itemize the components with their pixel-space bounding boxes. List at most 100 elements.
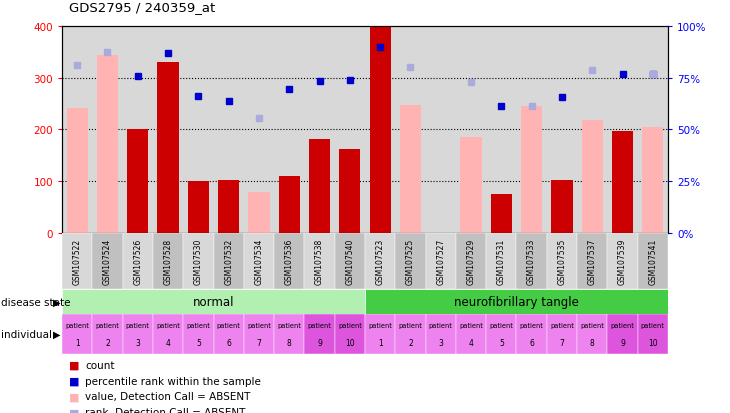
Text: 4: 4: [469, 339, 474, 347]
Text: GSM107533: GSM107533: [527, 238, 536, 285]
Bar: [309, 140, 330, 233]
Text: 3: 3: [438, 339, 443, 347]
FancyBboxPatch shape: [183, 315, 214, 354]
FancyBboxPatch shape: [214, 233, 244, 289]
Text: patient: patient: [489, 323, 513, 329]
Text: 7: 7: [256, 339, 261, 347]
Text: count: count: [85, 360, 115, 370]
FancyBboxPatch shape: [304, 233, 335, 289]
Text: patient: patient: [368, 323, 392, 329]
Text: GSM107538: GSM107538: [315, 238, 324, 284]
Text: 6: 6: [226, 339, 231, 347]
FancyBboxPatch shape: [214, 315, 244, 354]
Text: patient: patient: [126, 323, 150, 329]
Bar: [369, 28, 391, 233]
Text: 8: 8: [287, 339, 292, 347]
Text: 1: 1: [377, 339, 383, 347]
FancyBboxPatch shape: [486, 233, 517, 289]
Text: 10: 10: [345, 339, 355, 347]
FancyBboxPatch shape: [396, 315, 426, 354]
Text: 9: 9: [620, 339, 625, 347]
Text: GSM107537: GSM107537: [588, 238, 596, 285]
Text: patient: patient: [520, 323, 544, 329]
Text: patient: patient: [641, 323, 665, 329]
FancyBboxPatch shape: [517, 315, 547, 354]
FancyBboxPatch shape: [638, 315, 668, 354]
Text: GDS2795 / 240359_at: GDS2795 / 240359_at: [69, 2, 215, 14]
FancyBboxPatch shape: [244, 233, 274, 289]
Text: GSM107534: GSM107534: [255, 238, 264, 285]
Bar: [339, 149, 361, 233]
Text: patient: patient: [550, 323, 574, 329]
Text: GSM107532: GSM107532: [224, 238, 233, 284]
Text: ■: ■: [69, 360, 80, 370]
Text: percentile rank within the sample: percentile rank within the sample: [85, 376, 261, 386]
Text: ■: ■: [69, 376, 80, 386]
Text: 1: 1: [74, 339, 80, 347]
Text: GSM107540: GSM107540: [345, 238, 354, 285]
Bar: [521, 107, 542, 233]
Text: GSM107525: GSM107525: [406, 238, 415, 284]
Text: value, Detection Call = ABSENT: value, Detection Call = ABSENT: [85, 392, 251, 401]
FancyBboxPatch shape: [304, 315, 335, 354]
Text: GSM107528: GSM107528: [164, 238, 172, 284]
Text: 10: 10: [648, 339, 658, 347]
Text: GSM107523: GSM107523: [376, 238, 385, 284]
FancyBboxPatch shape: [365, 315, 396, 354]
Text: ■: ■: [69, 392, 80, 401]
Bar: [127, 130, 148, 233]
FancyBboxPatch shape: [456, 315, 486, 354]
Text: GSM107529: GSM107529: [466, 238, 475, 284]
Text: patient: patient: [96, 323, 120, 329]
Text: GSM107541: GSM107541: [648, 238, 657, 284]
FancyBboxPatch shape: [365, 233, 396, 289]
FancyBboxPatch shape: [426, 233, 456, 289]
Text: individual: individual: [1, 329, 53, 339]
Text: patient: patient: [610, 323, 634, 329]
FancyBboxPatch shape: [396, 233, 426, 289]
Text: 6: 6: [529, 339, 534, 347]
Text: normal: normal: [193, 295, 234, 309]
Text: patient: patient: [399, 323, 423, 329]
Text: patient: patient: [156, 323, 180, 329]
FancyBboxPatch shape: [93, 315, 123, 354]
FancyBboxPatch shape: [123, 233, 153, 289]
FancyBboxPatch shape: [244, 315, 274, 354]
Text: patient: patient: [247, 323, 271, 329]
Bar: [400, 105, 421, 233]
FancyBboxPatch shape: [153, 315, 183, 354]
FancyBboxPatch shape: [426, 315, 456, 354]
Text: GSM107531: GSM107531: [497, 238, 506, 284]
Text: patient: patient: [186, 323, 210, 329]
Text: GSM107524: GSM107524: [103, 238, 112, 284]
Text: GSM107535: GSM107535: [558, 238, 566, 285]
FancyBboxPatch shape: [607, 233, 638, 289]
Bar: [97, 56, 118, 233]
Bar: [491, 195, 512, 233]
FancyBboxPatch shape: [577, 315, 607, 354]
FancyBboxPatch shape: [547, 315, 577, 354]
FancyBboxPatch shape: [638, 233, 668, 289]
FancyBboxPatch shape: [93, 233, 123, 289]
Text: ▶: ▶: [53, 297, 60, 307]
FancyBboxPatch shape: [62, 315, 93, 354]
FancyBboxPatch shape: [274, 315, 304, 354]
FancyBboxPatch shape: [183, 233, 214, 289]
Text: 5: 5: [196, 339, 201, 347]
Text: GSM107539: GSM107539: [618, 238, 627, 285]
FancyBboxPatch shape: [486, 315, 517, 354]
Text: patient: patient: [217, 323, 241, 329]
FancyBboxPatch shape: [456, 233, 486, 289]
Text: disease state: disease state: [1, 297, 71, 307]
Text: ▶: ▶: [53, 329, 60, 339]
Text: ■: ■: [69, 407, 80, 413]
Text: patient: patient: [307, 323, 331, 329]
Text: GSM107536: GSM107536: [285, 238, 293, 285]
Text: patient: patient: [580, 323, 604, 329]
Text: 4: 4: [166, 339, 171, 347]
Text: patient: patient: [65, 323, 89, 329]
Text: 2: 2: [105, 339, 110, 347]
Text: neurofibrillary tangle: neurofibrillary tangle: [454, 295, 579, 309]
Bar: [551, 180, 572, 233]
Text: patient: patient: [429, 323, 453, 329]
